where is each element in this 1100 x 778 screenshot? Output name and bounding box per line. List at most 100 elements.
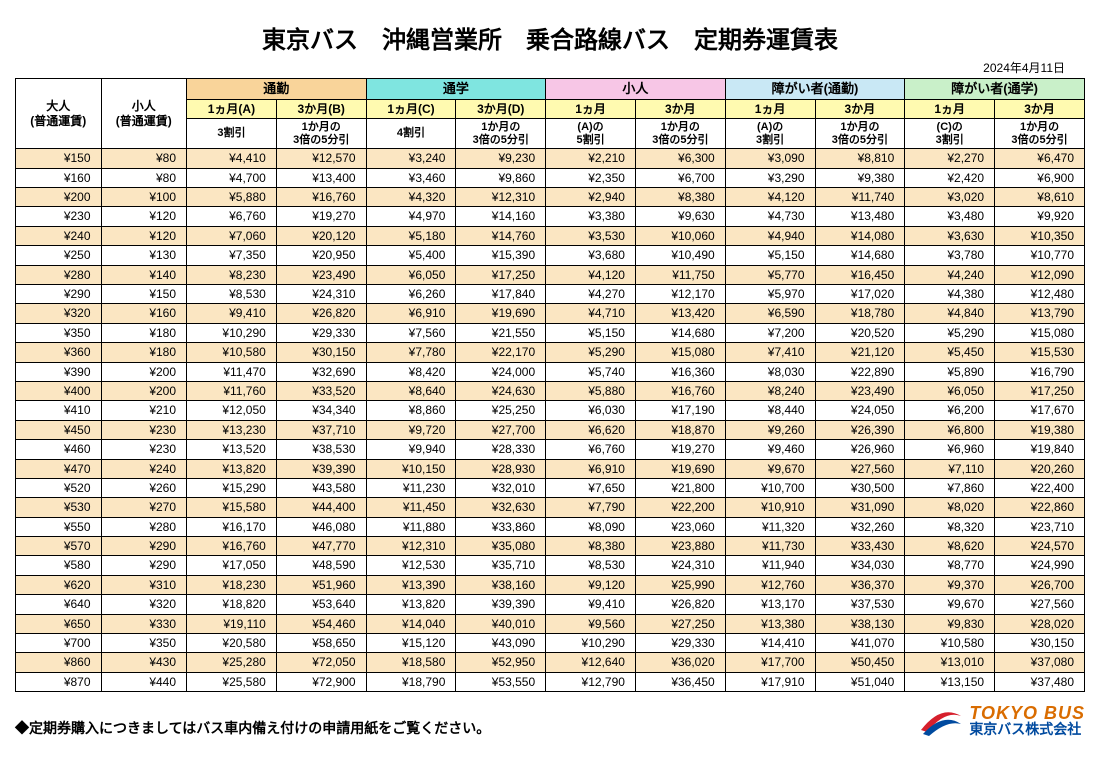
fare-cell: ¥8,380 bbox=[546, 537, 636, 556]
fare-cell: ¥32,010 bbox=[456, 478, 546, 497]
fare-cell: ¥9,370 bbox=[905, 575, 995, 594]
fare-cell: ¥17,250 bbox=[456, 265, 546, 284]
fare-cell: ¥100 bbox=[101, 188, 187, 207]
fare-cell: ¥13,010 bbox=[905, 653, 995, 672]
fare-cell: ¥20,950 bbox=[276, 246, 366, 265]
fare-cell: ¥210 bbox=[101, 401, 187, 420]
fare-cell: ¥13,420 bbox=[635, 304, 725, 323]
fare-cell: ¥5,450 bbox=[905, 343, 995, 362]
fare-cell: ¥13,170 bbox=[725, 595, 815, 614]
fare-cell: ¥5,740 bbox=[546, 362, 636, 381]
fare-cell: ¥6,900 bbox=[995, 168, 1085, 187]
fare-cell: ¥58,650 bbox=[276, 634, 366, 653]
fare-cell: ¥240 bbox=[101, 459, 187, 478]
fare-cell: ¥6,960 bbox=[905, 440, 995, 459]
table-row: ¥160¥80¥4,700¥13,400¥3,460¥9,860¥2,350¥6… bbox=[16, 168, 1085, 187]
fare-cell: ¥30,150 bbox=[995, 634, 1085, 653]
fare-cell: ¥5,400 bbox=[366, 246, 456, 265]
group-header: 通勤 bbox=[187, 79, 367, 100]
fare-cell: ¥12,640 bbox=[546, 653, 636, 672]
fare-cell: ¥8,530 bbox=[187, 285, 277, 304]
fare-cell: ¥7,200 bbox=[725, 323, 815, 342]
fare-cell: ¥10,150 bbox=[366, 459, 456, 478]
fare-cell: ¥6,260 bbox=[366, 285, 456, 304]
fare-cell: ¥4,120 bbox=[725, 188, 815, 207]
fare-cell: ¥320 bbox=[101, 595, 187, 614]
table-row: ¥470¥240¥13,820¥39,390¥10,150¥28,930¥6,9… bbox=[16, 459, 1085, 478]
fare-cell: ¥38,530 bbox=[276, 440, 366, 459]
company-logo: TOKYO BUS 東京バス株式会社 bbox=[919, 702, 1085, 738]
fare-cell: ¥14,080 bbox=[815, 226, 905, 245]
fare-cell: ¥36,020 bbox=[635, 653, 725, 672]
fare-cell: ¥9,560 bbox=[546, 614, 636, 633]
fare-cell: ¥44,400 bbox=[276, 498, 366, 517]
fare-cell: ¥2,420 bbox=[905, 168, 995, 187]
fare-cell: ¥4,240 bbox=[905, 265, 995, 284]
fare-cell: ¥9,410 bbox=[546, 595, 636, 614]
fare-cell: ¥280 bbox=[16, 265, 102, 284]
fare-cell: ¥11,880 bbox=[366, 517, 456, 536]
fare-cell: ¥11,450 bbox=[366, 498, 456, 517]
fare-cell: ¥400 bbox=[16, 381, 102, 400]
fare-cell: ¥230 bbox=[101, 420, 187, 439]
effective-date: 2024年4月11日 bbox=[15, 59, 1085, 76]
fare-cell: ¥37,480 bbox=[995, 672, 1085, 691]
fare-cell: ¥12,480 bbox=[995, 285, 1085, 304]
fare-cell: ¥150 bbox=[101, 285, 187, 304]
fare-cell: ¥40,010 bbox=[456, 614, 546, 633]
fare-cell: ¥11,740 bbox=[815, 188, 905, 207]
fare-cell: ¥11,750 bbox=[635, 265, 725, 284]
fare-cell: ¥4,410 bbox=[187, 149, 277, 168]
fare-cell: ¥7,780 bbox=[366, 343, 456, 362]
table-row: ¥860¥430¥25,280¥72,050¥18,580¥52,950¥12,… bbox=[16, 653, 1085, 672]
fare-cell: ¥4,940 bbox=[725, 226, 815, 245]
table-row: ¥290¥150¥8,530¥24,310¥6,260¥17,840¥4,270… bbox=[16, 285, 1085, 304]
fare-cell: ¥440 bbox=[101, 672, 187, 691]
fare-cell: ¥23,490 bbox=[276, 265, 366, 284]
fare-cell: ¥51,040 bbox=[815, 672, 905, 691]
fare-cell: ¥8,240 bbox=[725, 381, 815, 400]
fare-cell: ¥4,970 bbox=[366, 207, 456, 226]
fare-cell: ¥410 bbox=[16, 401, 102, 420]
fare-cell: ¥24,050 bbox=[815, 401, 905, 420]
fare-cell: ¥9,940 bbox=[366, 440, 456, 459]
fare-cell: ¥8,530 bbox=[546, 556, 636, 575]
fare-cell: ¥10,290 bbox=[187, 323, 277, 342]
fare-cell: ¥310 bbox=[101, 575, 187, 594]
fare-cell: ¥52,950 bbox=[456, 653, 546, 672]
discount-desc: (A)の5割引 bbox=[546, 118, 636, 148]
table-row: ¥870¥440¥25,580¥72,900¥18,790¥53,550¥12,… bbox=[16, 672, 1085, 691]
fare-cell: ¥35,710 bbox=[456, 556, 546, 575]
fare-cell: ¥27,250 bbox=[635, 614, 725, 633]
fare-cell: ¥25,280 bbox=[187, 653, 277, 672]
fare-cell: ¥8,020 bbox=[905, 498, 995, 517]
fare-cell: ¥24,000 bbox=[456, 362, 546, 381]
fare-cell: ¥5,890 bbox=[905, 362, 995, 381]
table-row: ¥520¥260¥15,290¥43,580¥11,230¥32,010¥7,6… bbox=[16, 478, 1085, 497]
fare-cell: ¥5,880 bbox=[546, 381, 636, 400]
fare-cell: ¥10,910 bbox=[725, 498, 815, 517]
discount-desc: 1か月の3倍の5分引 bbox=[276, 118, 366, 148]
fare-cell: ¥39,390 bbox=[456, 595, 546, 614]
fare-cell: ¥13,790 bbox=[995, 304, 1085, 323]
fare-cell: ¥32,630 bbox=[456, 498, 546, 517]
fare-cell: ¥460 bbox=[16, 440, 102, 459]
fare-cell: ¥5,150 bbox=[546, 323, 636, 342]
fare-cell: ¥17,700 bbox=[725, 653, 815, 672]
fare-cell: ¥14,410 bbox=[725, 634, 815, 653]
fare-cell: ¥5,150 bbox=[725, 246, 815, 265]
fare-cell: ¥13,150 bbox=[905, 672, 995, 691]
table-row: ¥450¥230¥13,230¥37,710¥9,720¥27,700¥6,62… bbox=[16, 420, 1085, 439]
fare-cell: ¥530 bbox=[16, 498, 102, 517]
fare-cell: ¥16,760 bbox=[187, 537, 277, 556]
fare-cell: ¥29,330 bbox=[635, 634, 725, 653]
fare-cell: ¥24,990 bbox=[995, 556, 1085, 575]
fare-cell: ¥26,820 bbox=[276, 304, 366, 323]
table-row: ¥570¥290¥16,760¥47,770¥12,310¥35,080¥8,3… bbox=[16, 537, 1085, 556]
period-header: 1ヵ月 bbox=[546, 99, 636, 118]
fare-cell: ¥22,400 bbox=[995, 478, 1085, 497]
fare-cell: ¥6,050 bbox=[905, 381, 995, 400]
fare-cell: ¥6,910 bbox=[366, 304, 456, 323]
table-row: ¥350¥180¥10,290¥29,330¥7,560¥21,550¥5,15… bbox=[16, 323, 1085, 342]
fare-cell: ¥7,790 bbox=[546, 498, 636, 517]
